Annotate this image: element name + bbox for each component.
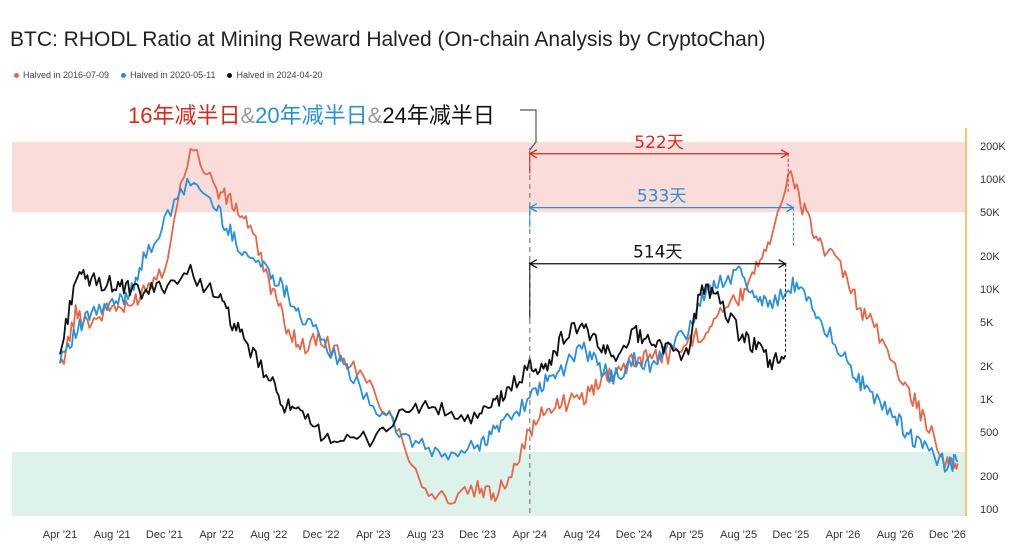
x-tick-label: Aug '26 [877, 529, 914, 541]
y-tick-label: 100 [980, 504, 998, 516]
duration-2024-arrowhead-right [778, 259, 787, 269]
x-tick-label: Apr '23 [356, 529, 391, 541]
x-tick-label: Apr '25 [669, 529, 704, 541]
legend-label-2016: Halved in 2016-07-09 [23, 70, 110, 80]
headline-2024: 24年减半日 [382, 103, 495, 128]
series-line-2024 [59, 263, 787, 448]
x-tick-label: Aug '23 [407, 529, 444, 541]
y-tick-label: 5K [980, 317, 994, 329]
x-tick-label: Dec '23 [459, 529, 496, 541]
headline-sep-2: & [367, 103, 383, 128]
duration-2016-arrowhead-right [780, 149, 790, 159]
y-tick-label: 1K [980, 394, 994, 406]
x-tick-label: Aug '22 [250, 529, 287, 541]
x-tick-label: Dec '24 [616, 529, 653, 541]
headline-pointer [520, 109, 537, 151]
zone-top [12, 142, 965, 213]
headline-2020: 20年减半日 [255, 103, 368, 128]
legend-dot-2016 [14, 72, 19, 78]
y-tick-label: 200 [980, 471, 998, 483]
legend: Halved in 2016-07-09 Halved in 2020-05-1… [14, 70, 323, 80]
x-tick-label: Dec '26 [929, 529, 966, 541]
duration-2020-label: 533天 [637, 187, 686, 207]
legend-dot-2020 [121, 72, 127, 78]
y-tick-label: 10K [980, 284, 1000, 296]
x-tick-label: Dec '25 [772, 529, 809, 541]
series-line-2016 [59, 148, 959, 505]
duration-2024-label: 514天 [633, 243, 682, 263]
x-tick-label: Aug '24 [564, 529, 601, 541]
x-tick-label: Apr '22 [199, 529, 234, 541]
y-tick-label: 500 [980, 427, 998, 439]
legend-item-2020[interactable]: Halved in 2020-05-11 [121, 70, 215, 80]
y-tick-label: 50K [980, 207, 1000, 219]
x-tick-label: Dec '21 [146, 529, 183, 541]
series-line-2020 [59, 177, 959, 473]
zone-bottom [12, 451, 965, 516]
duration-2020-arrowhead-right [786, 203, 795, 213]
x-tick-label: Apr '26 [826, 529, 861, 541]
legend-dot-2024 [227, 72, 233, 78]
y-tick-label: 200K [980, 141, 1006, 153]
headline-2016: 16年减半日 [128, 103, 241, 128]
duration-2016-label: 522天 [634, 133, 683, 153]
legend-label-2020: Halved in 2020-05-11 [130, 70, 216, 80]
y-tick-label: 20K [980, 251, 1000, 263]
x-tick-label: Apr '24 [513, 529, 548, 541]
legend-item-2024[interactable]: Halved in 2024-04-20 [227, 70, 323, 80]
headline-sep-1: & [240, 103, 256, 128]
legend-item-2016[interactable]: Halved in 2016-07-09 [14, 70, 109, 80]
y-tick-label: 2K [980, 361, 994, 373]
chart-title: BTC: RHODL Ratio at Mining Reward Halved… [10, 28, 766, 51]
x-tick-label: Dec '22 [303, 529, 340, 541]
halving-headline: 16年减半日&20年减半日&24年减半日 [128, 98, 495, 130]
legend-label-2024: Halved in 2024-04-20 [236, 70, 323, 80]
x-tick-label: Aug '25 [720, 529, 757, 541]
x-tick-label: Apr '21 [43, 529, 78, 541]
y-tick-label: 100K [980, 174, 1006, 186]
x-tick-label: Aug '21 [94, 529, 131, 541]
